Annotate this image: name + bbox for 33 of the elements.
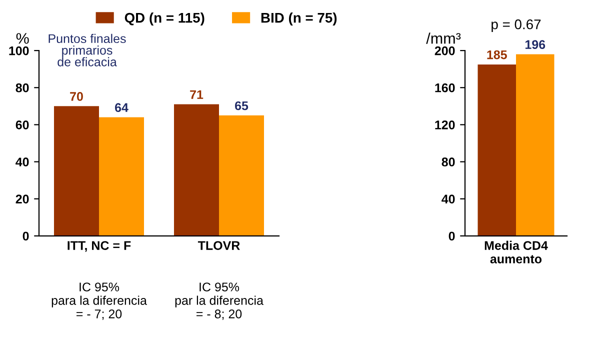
data-label: 71 (190, 90, 204, 99)
data-label: 70 (70, 92, 83, 101)
y-tick-label: 0 (22, 232, 29, 241)
bar (174, 104, 219, 236)
data-label: 185 (487, 50, 507, 60)
chart-title: p = 0.67 (492, 19, 541, 32)
y-tick-label: 120 (435, 120, 455, 130)
data-label: 196 (525, 40, 546, 50)
text: IC 95% par la diferencia = - 8; 20 (175, 282, 264, 320)
chart-title: Puntos finales primarios de eficacia (48, 34, 126, 66)
y-tick-label: 40 (442, 194, 455, 204)
x-tick-label: ITT, NC = F (68, 241, 131, 252)
y-tick-label: 80 (442, 158, 455, 166)
data-label: 64 (115, 103, 128, 112)
bar (54, 106, 99, 236)
y-tick-label: 0 (448, 232, 455, 241)
y-tick-label: 40 (16, 158, 29, 166)
data-label: 65 (235, 101, 248, 110)
legend-label: BID (n = 75) (261, 12, 337, 26)
y-tick-label: 20 (16, 194, 29, 204)
y-axis-title: % (16, 33, 29, 44)
text: IC 95% para la diferencia = - 7; 20 (52, 282, 147, 320)
bar (99, 117, 144, 236)
bar (219, 115, 264, 236)
x-tick-label: Media CD4 aumento (484, 240, 548, 264)
y-tick-label: 160 (435, 83, 455, 92)
y-tick-label: 200 (434, 46, 455, 56)
y-tick-label: 60 (16, 120, 29, 130)
y-tick-label: 80 (16, 83, 29, 92)
y-tick-label: 100 (9, 46, 29, 56)
legend-label: QD (n = 115) (124, 12, 204, 26)
y-axis-title: /mm³ (426, 32, 461, 44)
x-tick-label: TLOVR (198, 241, 240, 250)
